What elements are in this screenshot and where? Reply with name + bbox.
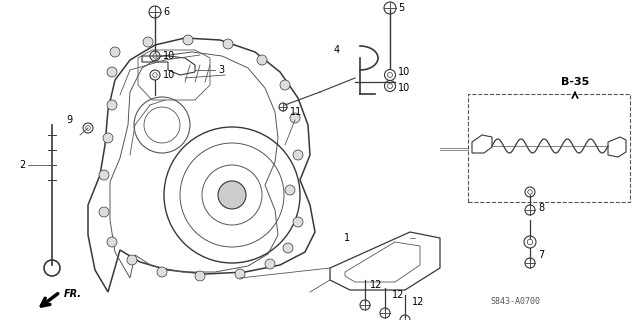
Text: 2: 2 <box>19 160 25 170</box>
Circle shape <box>127 255 137 265</box>
Text: S843-A0700: S843-A0700 <box>490 298 540 307</box>
Circle shape <box>285 185 295 195</box>
Text: 6: 6 <box>163 7 169 17</box>
Circle shape <box>223 39 233 49</box>
Text: 5: 5 <box>398 3 404 13</box>
Circle shape <box>99 170 109 180</box>
Circle shape <box>103 133 113 143</box>
Circle shape <box>99 207 109 217</box>
Circle shape <box>257 55 267 65</box>
Text: 8: 8 <box>538 203 544 213</box>
Circle shape <box>107 100 117 110</box>
Text: 7: 7 <box>538 250 544 260</box>
Circle shape <box>195 271 205 281</box>
Circle shape <box>293 217 303 227</box>
Text: 4: 4 <box>334 45 340 55</box>
Text: 3: 3 <box>218 65 224 75</box>
Text: 11: 11 <box>290 107 302 117</box>
Text: 9: 9 <box>66 115 72 125</box>
Text: 10: 10 <box>163 51 175 61</box>
Circle shape <box>293 150 303 160</box>
Text: 12: 12 <box>392 290 404 300</box>
Text: FR.: FR. <box>64 289 82 299</box>
Text: 10: 10 <box>398 83 410 93</box>
Circle shape <box>290 113 300 123</box>
Text: 12: 12 <box>370 280 382 290</box>
Circle shape <box>143 37 153 47</box>
Text: 12: 12 <box>412 297 424 307</box>
Bar <box>468 94 630 202</box>
Circle shape <box>183 35 193 45</box>
Text: 10: 10 <box>398 67 410 77</box>
Text: 10: 10 <box>163 70 175 80</box>
Circle shape <box>280 80 290 90</box>
Circle shape <box>107 237 117 247</box>
Circle shape <box>218 181 246 209</box>
Circle shape <box>157 267 167 277</box>
Circle shape <box>235 269 245 279</box>
Text: B-35: B-35 <box>561 77 589 87</box>
Circle shape <box>110 47 120 57</box>
Circle shape <box>265 259 275 269</box>
Circle shape <box>283 243 293 253</box>
Circle shape <box>107 67 117 77</box>
Text: 1: 1 <box>344 233 350 243</box>
